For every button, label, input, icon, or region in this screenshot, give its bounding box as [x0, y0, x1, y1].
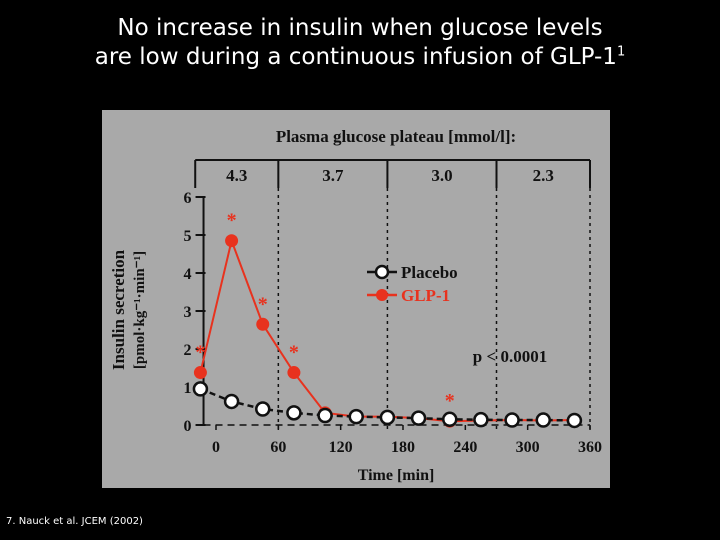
data-point-glp-1-2 — [225, 234, 239, 248]
p-value-annotation: p < 0.0001 — [473, 347, 547, 366]
chart-panel: Plasma glucose plateau [mmol/l]: 4.3 3.7 3… — [102, 110, 610, 488]
significance-star-3: * — [258, 293, 268, 315]
insulin-secretion-chart: Plasma glucose plateau [mmol/l]: 4.3 3.7 3… — [109, 127, 602, 484]
title-superscript: 1 — [616, 44, 626, 60]
data-point-placebo-13 — [566, 412, 583, 429]
x-tick-label-60: 60 — [270, 439, 286, 456]
data-point-glp-1-4 — [287, 366, 301, 380]
data-point-placebo-10 — [473, 411, 489, 428]
title-line-1: No increase in insulin when glucose leve… — [117, 15, 603, 41]
legend-marker-glp1 — [376, 289, 388, 301]
x-tick-label-300: 300 — [516, 439, 540, 456]
data-point-placebo-3 — [255, 401, 271, 417]
x-tick-label-240: 240 — [453, 439, 477, 456]
legend-label-placebo: Placebo — [401, 263, 458, 282]
data-point-placebo-5 — [317, 407, 333, 424]
y-tick-label-1: 1 — [184, 380, 192, 397]
significance-star-4: * — [289, 342, 299, 364]
y-tick-label-4: 4 — [184, 266, 192, 283]
y-axis-title-line-1: Insulin secretion — [109, 249, 128, 370]
data-point-placebo-9 — [442, 411, 458, 428]
y-tick-label-3: 3 — [184, 304, 192, 321]
y-tick-label-0: 0 — [184, 418, 192, 435]
legend-label-glp1: GLP-1 — [401, 286, 450, 305]
data-point-glp-1-1 — [193, 366, 207, 380]
legend-item-glp1: GLP-1 — [367, 286, 450, 305]
plateau-label-2: 3.7 — [322, 166, 344, 185]
data-point-placebo-2 — [223, 393, 240, 410]
series-layer — [192, 234, 583, 429]
y-tick-label-6: 6 — [184, 190, 192, 207]
plateau-label-4: 2.3 — [533, 166, 554, 185]
data-point-placebo-1 — [192, 381, 209, 397]
plateau-label-1: 4.3 — [226, 166, 247, 185]
significance-star-2: * — [227, 210, 237, 232]
citation: 7. Nauck et al. JCEM (2002) — [6, 516, 143, 527]
x-tick-label-360: 360 — [578, 439, 602, 456]
legend-marker-placebo — [374, 264, 390, 280]
x-tick-label-0: 0 — [212, 439, 220, 456]
slide-title: No increase in insulin when glucose leve… — [0, 14, 720, 72]
y-axis-title-line-2: [pmol·kg⁻¹·min⁻¹] — [132, 251, 148, 369]
plateau-label-3: 3.0 — [431, 166, 452, 185]
data-point-placebo-12 — [535, 412, 551, 428]
y-tick-label-2: 2 — [184, 342, 192, 359]
data-point-placebo-7 — [379, 409, 396, 426]
significance-star-1: * — [195, 342, 205, 364]
data-point-glp-1-3 — [256, 317, 270, 331]
y-axis-title: Insulin secretion [pmol·kg⁻¹·min⁻¹] — [109, 249, 148, 370]
title-line-2-text: are low during a continuous infusion of … — [94, 44, 617, 70]
data-point-placebo-6 — [348, 408, 364, 425]
data-point-placebo-11 — [504, 412, 520, 428]
grid-layer — [277, 188, 591, 429]
x-tick-label-180: 180 — [391, 439, 415, 456]
data-point-placebo-8 — [410, 410, 427, 426]
title-line-2: are low during a continuous infusion of … — [0, 43, 720, 72]
data-point-placebo-4 — [286, 405, 302, 421]
significance-layer: * * * * * — [195, 210, 454, 413]
y-tick-label-5: 5 — [184, 228, 192, 245]
legend: Placebo GLP-1 — [367, 263, 458, 305]
chart-header: Plasma glucose plateau [mmol/l]: — [276, 127, 516, 146]
legend-item-placebo: Placebo — [367, 263, 458, 282]
x-tick-label-120: 120 — [329, 439, 353, 456]
plateau-layer: 4.3 3.7 3.0 2.3 — [194, 159, 591, 188]
significance-star-5: * — [445, 390, 455, 412]
x-axis-title: Time [min] — [358, 467, 435, 484]
